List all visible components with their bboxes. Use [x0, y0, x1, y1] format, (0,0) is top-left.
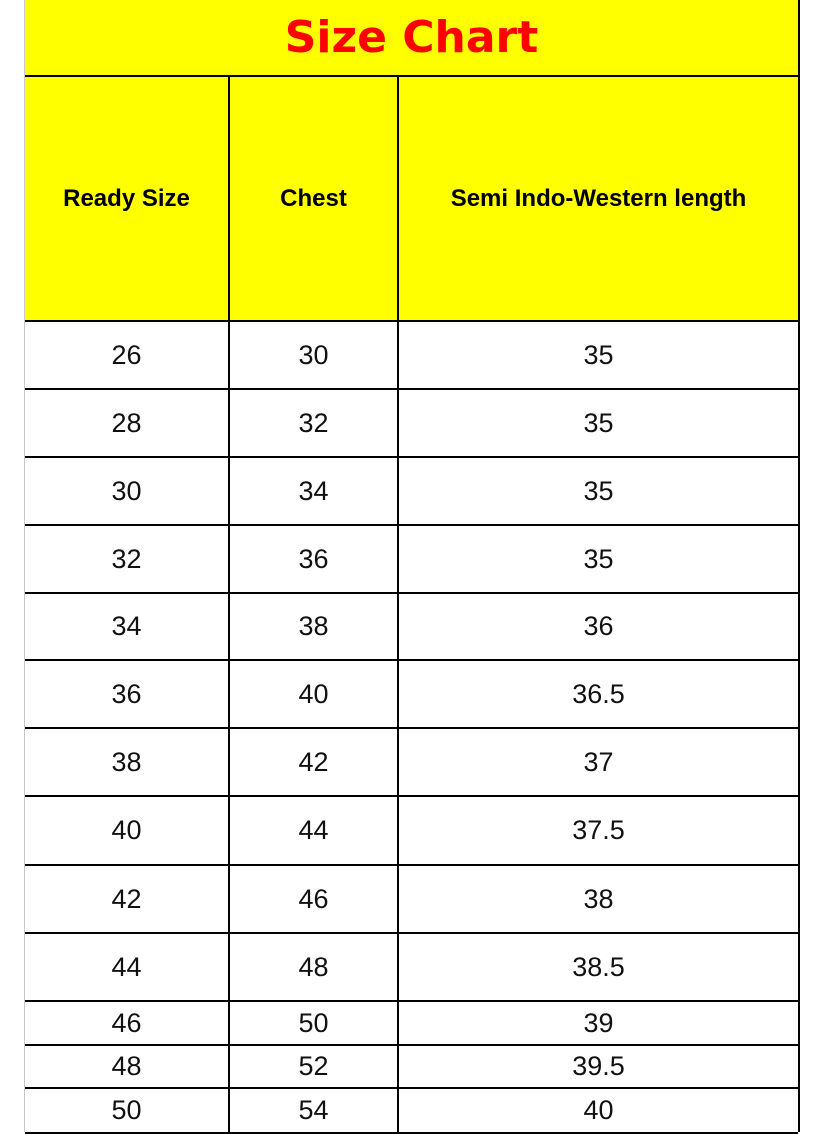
- ready-size-cell: 46: [25, 1002, 230, 1044]
- chest-cell: 36: [230, 526, 399, 592]
- chest-cell: 34: [230, 458, 399, 524]
- chest-cell: 44: [230, 797, 399, 864]
- length-cell: 37: [583, 746, 614, 777]
- table-row: 34 38 36: [25, 594, 798, 661]
- table-row: 50 54 40: [25, 1089, 798, 1134]
- table-row: 40 44 37.5: [25, 797, 798, 866]
- length-cell: 37.5: [572, 815, 625, 845]
- ready-size-cell: 28: [25, 390, 230, 456]
- ready-size-cell: 32: [25, 526, 230, 592]
- length-cell: 36.5: [572, 678, 625, 709]
- length-cell: 35: [583, 475, 614, 506]
- length-cell: 35: [583, 543, 614, 574]
- ready-size-cell: 36: [25, 661, 230, 727]
- header-length: Semi Indo-Western length: [450, 184, 747, 212]
- length-cell: 36: [583, 611, 614, 641]
- header-chest: Chest: [230, 77, 399, 320]
- ready-size-cell: 38: [25, 729, 230, 795]
- table-row: 26 30 35: [25, 322, 798, 390]
- chest-cell: 52: [230, 1046, 399, 1087]
- table-row: 44 48 38.5: [25, 934, 798, 1002]
- ready-size-cell: 48: [25, 1046, 230, 1087]
- ready-size-cell: 34: [25, 594, 230, 659]
- length-cell: 38.5: [572, 951, 625, 982]
- table-row: 38 42 37: [25, 729, 798, 797]
- chest-cell: 50: [230, 1002, 399, 1044]
- table-row: 30 34 35: [25, 458, 798, 526]
- length-cell: 40: [583, 1095, 614, 1125]
- length-cell: 35: [583, 339, 614, 370]
- length-cell: 35: [583, 407, 614, 438]
- size-chart-table: Size Chart Ready Size Chest Semi Indo-We…: [24, 0, 800, 1134]
- length-cell: 39.5: [572, 1051, 625, 1081]
- chest-cell: 38: [230, 594, 399, 659]
- chest-cell: 46: [230, 866, 399, 932]
- table-row: 42 46 38: [25, 866, 798, 934]
- ready-size-cell: 44: [25, 934, 230, 1000]
- ready-size-cell: 30: [25, 458, 230, 524]
- ready-size-cell: 26: [25, 322, 230, 388]
- chest-cell: 30: [230, 322, 399, 388]
- chest-cell: 32: [230, 390, 399, 456]
- header-row: Ready Size Chest Semi Indo-Western lengt…: [25, 77, 798, 322]
- chest-cell: 54: [230, 1089, 399, 1132]
- ready-size-cell: 42: [25, 866, 230, 932]
- chest-cell: 42: [230, 729, 399, 795]
- table-row: 32 36 35: [25, 526, 798, 594]
- length-cell: 38: [583, 883, 614, 914]
- table-row: 46 50 39: [25, 1002, 798, 1046]
- table-row: 48 52 39.5: [25, 1046, 798, 1089]
- ready-size-cell: 40: [25, 797, 230, 864]
- ready-size-cell: 50: [25, 1089, 230, 1132]
- table-row: 36 40 36.5: [25, 661, 798, 729]
- chart-title: Size Chart: [25, 0, 798, 77]
- chest-cell: 40: [230, 661, 399, 727]
- length-cell: 39: [583, 1007, 614, 1038]
- table-row: 28 32 35: [25, 390, 798, 458]
- header-ready-size: Ready Size: [25, 77, 230, 320]
- chest-cell: 48: [230, 934, 399, 1000]
